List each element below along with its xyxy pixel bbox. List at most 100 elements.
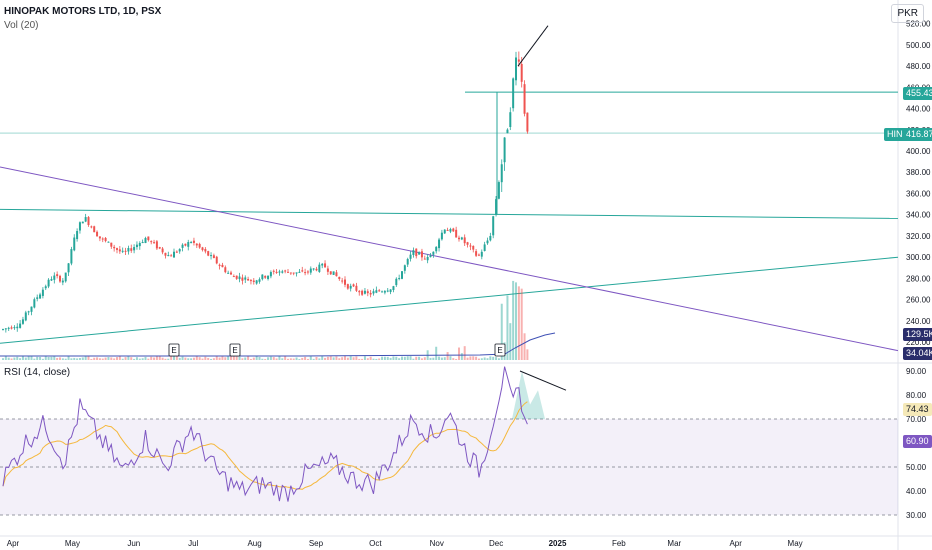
price-tick-label: 500.00 [906, 41, 931, 50]
volume-bar [87, 356, 90, 360]
candle-body [212, 255, 215, 259]
volume-bar [284, 356, 287, 360]
volume-bar [401, 356, 403, 360]
volume-bar [429, 357, 432, 360]
time-tick-label: May [65, 539, 80, 548]
price-tick-label: 280.00 [906, 274, 931, 283]
rsi-tick-label: 50.00 [906, 463, 927, 472]
candle-body [492, 216, 495, 236]
candle-body [466, 242, 469, 245]
volume-bar [93, 357, 96, 360]
candle-body [247, 278, 250, 281]
candle-body [59, 275, 61, 282]
candle-body [10, 327, 13, 329]
volume-bar [526, 349, 529, 360]
volume-bar [435, 346, 438, 360]
candle-body [44, 286, 47, 289]
candle-body [110, 242, 113, 247]
rsi-band [0, 418, 898, 516]
candle-body [321, 263, 324, 266]
volume-bar [241, 358, 244, 360]
price-tick-label: 380.00 [906, 168, 931, 177]
time-tick-label: Oct [369, 539, 382, 548]
candle-body [218, 264, 221, 266]
candle-body [78, 222, 81, 231]
currency-badge[interactable]: PKR [891, 4, 924, 23]
candle-body [150, 241, 153, 243]
volume-bar [150, 356, 153, 360]
candle-body [497, 182, 500, 199]
volume-bar [332, 357, 335, 360]
candle-body [187, 242, 190, 247]
volume-bar [278, 356, 281, 360]
time-tick-label: 2025 [549, 539, 567, 548]
rsi-tick-label: 90.00 [906, 367, 927, 376]
volume-bar [215, 356, 218, 360]
candle-body [118, 249, 121, 252]
candle-body [306, 271, 309, 273]
volume-bar [41, 358, 44, 360]
rsi-indicator-label[interactable]: RSI (14, close) [4, 367, 71, 378]
candle-body [289, 272, 292, 274]
volume-bar [153, 357, 156, 360]
candle-body [509, 112, 512, 128]
candle-body [76, 231, 79, 240]
candle-body [275, 271, 278, 273]
support-trendline [0, 256, 899, 344]
volume-bar [210, 358, 213, 360]
candle-body [278, 271, 281, 273]
volume-bar [204, 356, 207, 360]
candle-body [173, 251, 175, 258]
volume-bar [304, 356, 307, 360]
candle-body [329, 271, 332, 275]
volume-bar [512, 280, 515, 360]
volume-bar [30, 356, 33, 360]
volume-bar [372, 358, 375, 360]
volume-bar [212, 358, 215, 360]
volume-bar [472, 356, 475, 360]
candle-body [506, 129, 509, 134]
candle-body [64, 272, 67, 282]
candle-body [155, 241, 158, 249]
candle-body [192, 240, 195, 243]
candle-body [372, 291, 375, 294]
candle-body [486, 240, 489, 244]
resistance-trendline [0, 208, 899, 219]
volume-bar [130, 357, 133, 360]
volume-bar [24, 357, 27, 360]
volume-bar [90, 358, 93, 360]
rsi-badge: 60.90 [903, 435, 932, 448]
candle-body [24, 312, 27, 321]
candles [2, 51, 529, 333]
volume-indicator-label[interactable]: Vol (20) [4, 20, 39, 31]
volume-bar [469, 356, 472, 360]
candle-body [326, 268, 329, 272]
volume-bar [167, 358, 170, 360]
candle-body [389, 289, 392, 292]
candle-body [27, 311, 30, 313]
candle-body [403, 265, 406, 271]
time-tick-label: Jul [188, 539, 198, 548]
volume-bar [369, 356, 372, 360]
rsi-divergence-line [519, 370, 567, 391]
volume-bar [173, 356, 175, 360]
candle-body [147, 236, 150, 241]
candle-body [133, 247, 136, 251]
volume-bar [506, 295, 509, 360]
candle-body [170, 255, 173, 257]
last-price-badge: 416.87 [903, 128, 932, 141]
volume-bar [392, 356, 395, 360]
rsi-ma-badge: 74.43 [903, 403, 932, 416]
candle-body [164, 252, 167, 256]
candle-body [167, 255, 170, 257]
volume-bar [403, 356, 406, 360]
candle-body [383, 291, 386, 293]
candle-body [101, 238, 104, 240]
candle-body [269, 272, 272, 277]
candle-body [261, 274, 264, 280]
candle-body [144, 237, 147, 244]
volume-bar [486, 358, 489, 360]
rsi-line [2, 366, 528, 502]
candle-body [401, 271, 403, 279]
